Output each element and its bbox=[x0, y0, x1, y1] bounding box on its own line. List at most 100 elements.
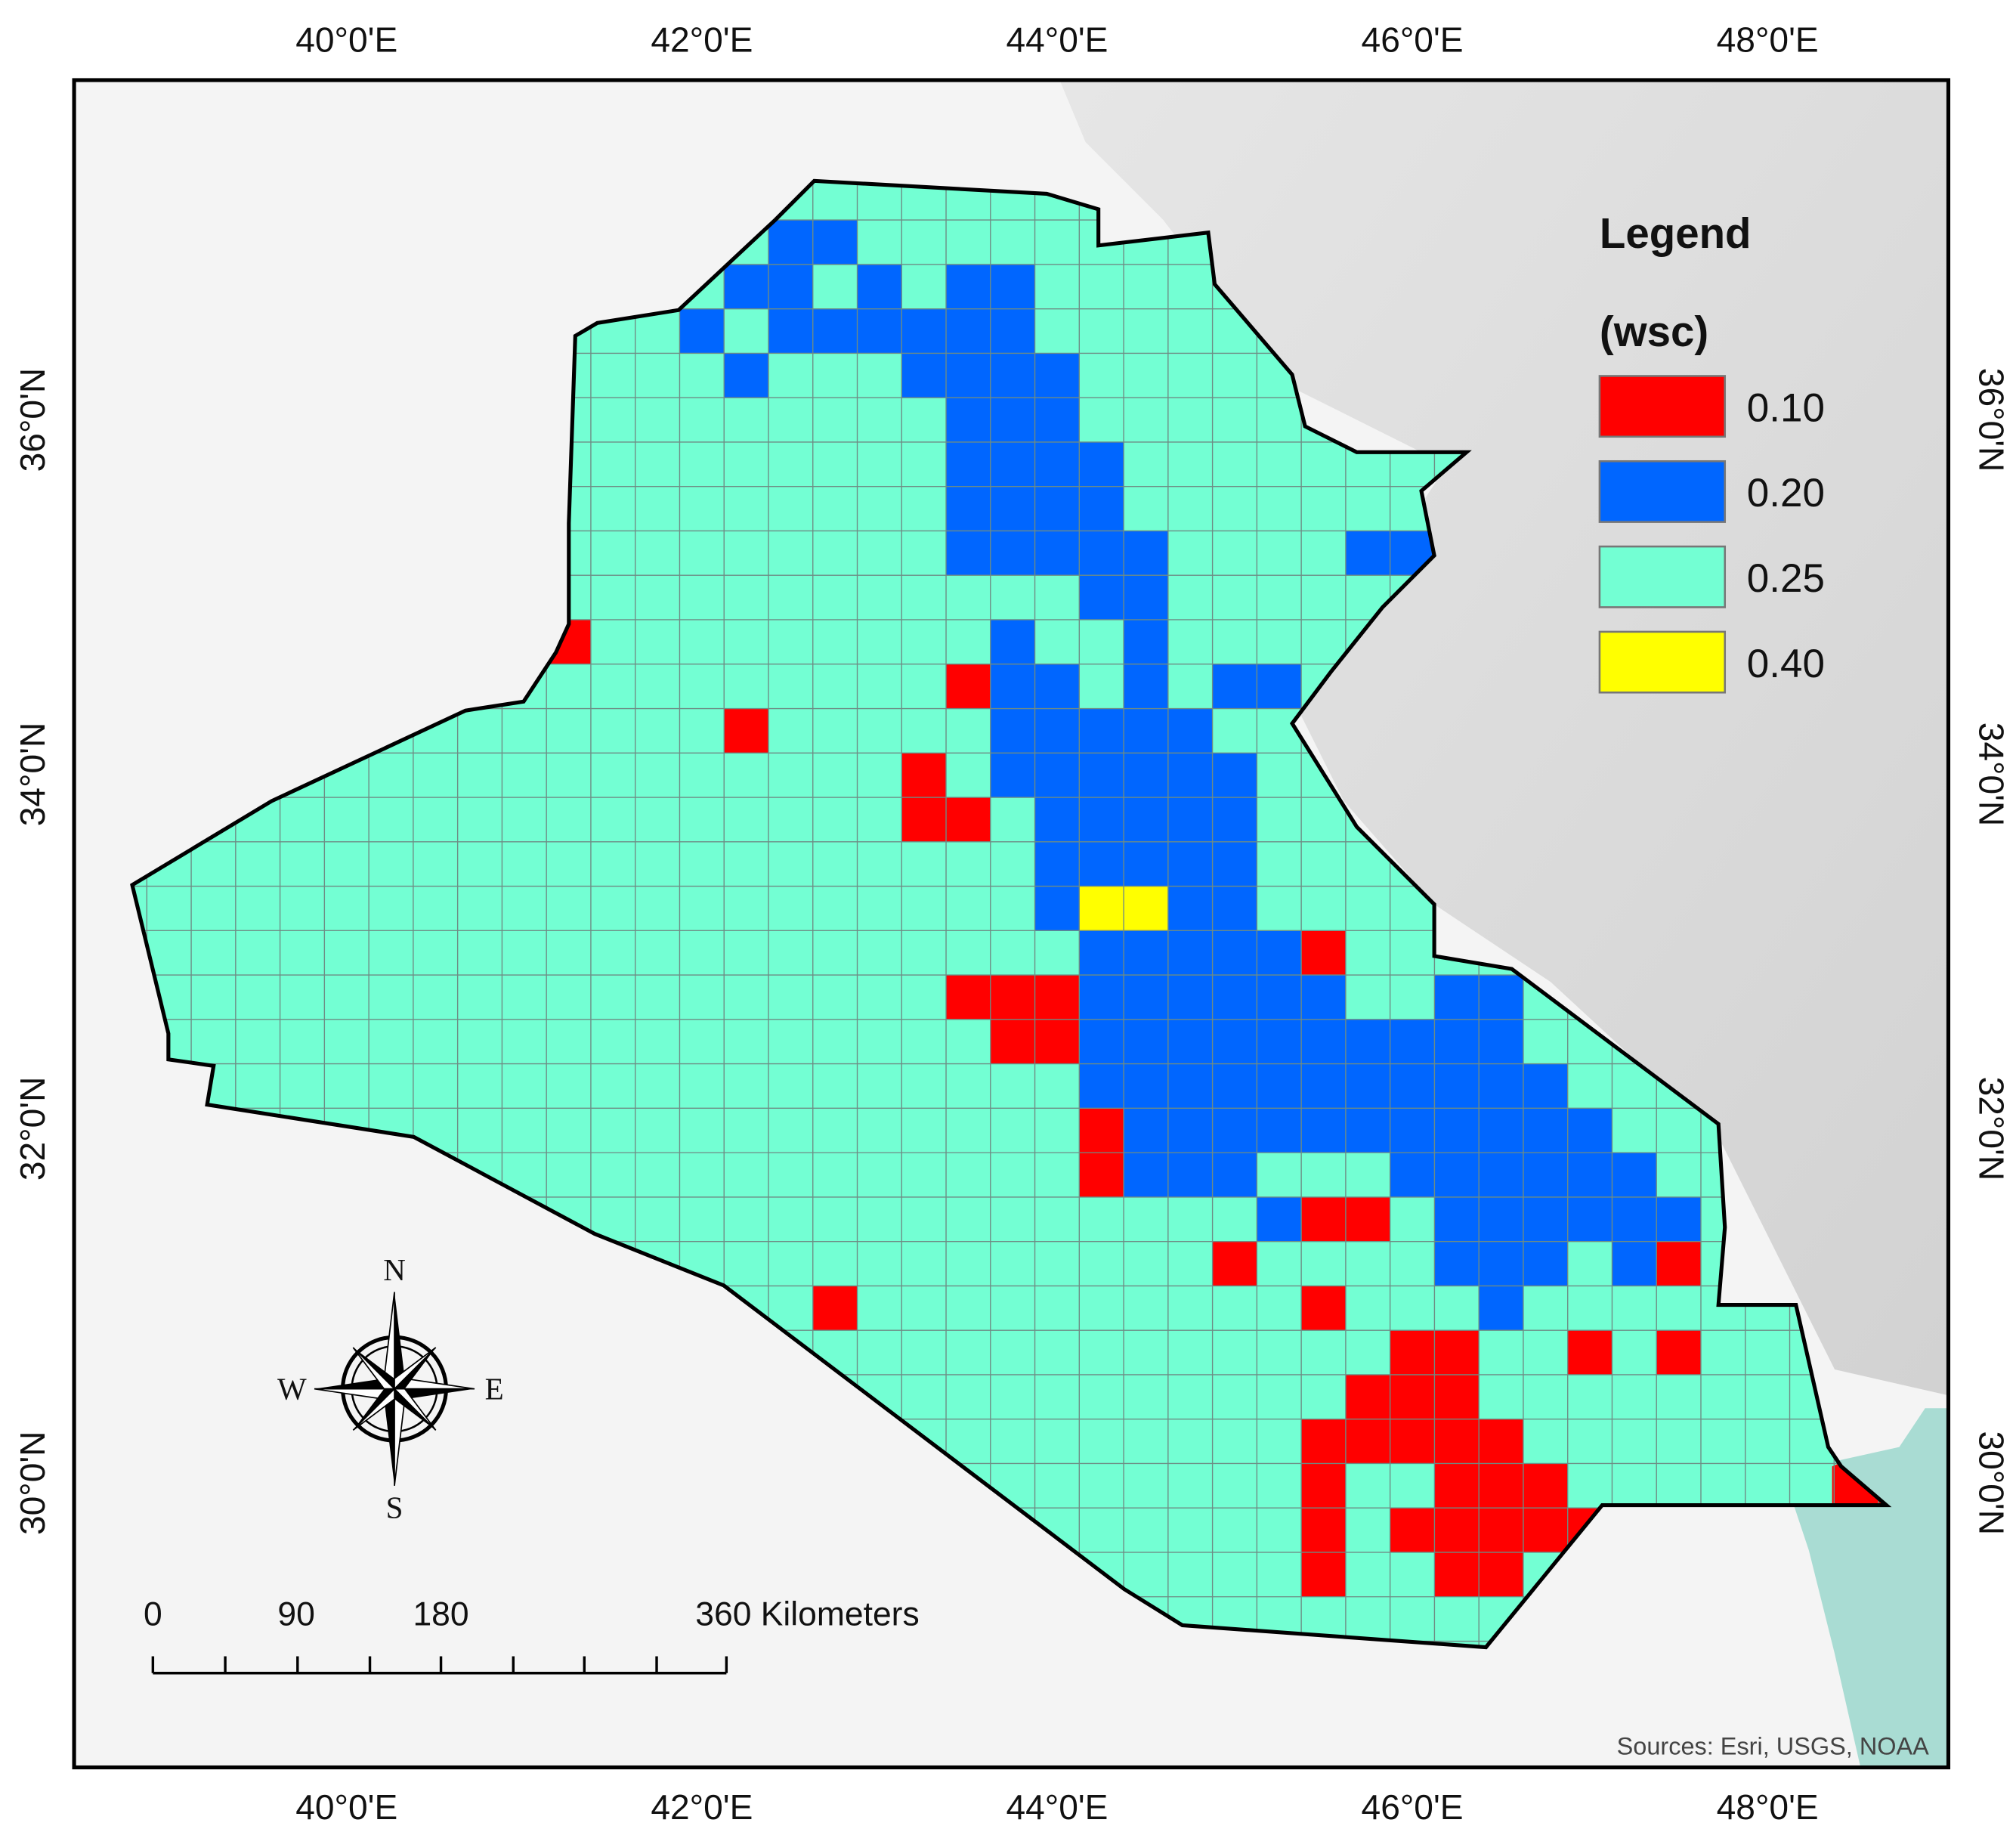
longitude-label: 40°0'E bbox=[295, 1787, 397, 1827]
grid-cell bbox=[768, 220, 813, 265]
grid-cell bbox=[1523, 1241, 1568, 1286]
grid-cell bbox=[1124, 1108, 1168, 1153]
grid-cell bbox=[990, 353, 1035, 398]
grid-cell bbox=[1434, 1463, 1480, 1509]
grid-cell bbox=[812, 1286, 858, 1331]
grid-cell bbox=[1390, 1019, 1435, 1064]
grid-cell bbox=[1523, 1108, 1568, 1153]
grid-cell bbox=[901, 353, 947, 398]
grid-cell bbox=[1034, 708, 1080, 754]
grid-cell bbox=[1390, 1330, 1435, 1375]
grid-cell bbox=[1345, 1374, 1390, 1419]
grid-cell bbox=[1434, 1508, 1480, 1552]
grid-cell bbox=[1301, 930, 1346, 976]
grid-cell bbox=[990, 753, 1035, 798]
legend-field: (wsc) bbox=[1600, 308, 1708, 355]
grid-cell bbox=[1167, 1019, 1213, 1064]
grid-cell bbox=[1124, 1063, 1168, 1109]
latitude-label: 36°0'N bbox=[1972, 368, 2011, 472]
grid-cell bbox=[1079, 486, 1124, 531]
grid-cell bbox=[1257, 1063, 1302, 1109]
grid-cell bbox=[1257, 975, 1302, 1020]
grid-cell bbox=[1167, 975, 1213, 1020]
longitude-label: 40°0'E bbox=[295, 20, 397, 59]
grid-cell bbox=[1124, 886, 1168, 931]
grid-cell bbox=[1212, 1063, 1257, 1109]
grid-cell bbox=[1212, 930, 1257, 976]
legend-label: 0.25 bbox=[1747, 556, 1825, 601]
north-arrow: N S E W bbox=[277, 1252, 504, 1525]
grid-cell bbox=[1034, 797, 1080, 842]
grid-cell bbox=[1167, 797, 1213, 842]
grid-cell bbox=[1167, 886, 1213, 931]
compass-west: W bbox=[277, 1371, 307, 1406]
grid-cell bbox=[1523, 1463, 1568, 1509]
grid-cell bbox=[1567, 1108, 1612, 1153]
grid-cell bbox=[1301, 1108, 1346, 1153]
grid-cell bbox=[1034, 441, 1080, 487]
grid-cell bbox=[1434, 1153, 1480, 1197]
grid-cell bbox=[1479, 1241, 1523, 1286]
legend-swatch bbox=[1598, 460, 1727, 523]
grid-cell bbox=[1390, 1508, 1435, 1552]
grid-cell bbox=[1434, 1330, 1480, 1375]
grid-cell bbox=[1079, 797, 1124, 842]
grid-cell bbox=[1167, 1153, 1213, 1197]
grid-cell bbox=[1479, 1419, 1523, 1464]
grid-cell bbox=[1301, 1196, 1346, 1242]
grid-cell bbox=[1479, 1286, 1523, 1331]
grid-cell bbox=[812, 308, 858, 354]
grid-cell bbox=[1124, 1153, 1168, 1197]
grid-cell bbox=[1212, 1241, 1257, 1286]
scale-label: 0 bbox=[144, 1595, 162, 1632]
grid-cell bbox=[1212, 797, 1257, 842]
grid-cell bbox=[1079, 1108, 1124, 1153]
grid-cell bbox=[1479, 1153, 1523, 1197]
grid-cell bbox=[1612, 1241, 1657, 1286]
scale-label: 360 Kilometers bbox=[695, 1595, 919, 1632]
grid-cell bbox=[990, 975, 1035, 1020]
legend-items: 0.10 0.20 0.25 0.40 bbox=[1598, 375, 1825, 694]
longitude-label: 42°0'E bbox=[651, 1787, 753, 1827]
grid-cell bbox=[990, 308, 1035, 354]
grid-cell bbox=[990, 531, 1035, 576]
grid-cell bbox=[1167, 1108, 1213, 1153]
grid-cell bbox=[1212, 664, 1257, 709]
grid-cell bbox=[1434, 1196, 1480, 1242]
scale-label: 90 bbox=[277, 1595, 314, 1632]
grid-cell bbox=[1345, 1196, 1390, 1242]
legend-title: Legend bbox=[1600, 209, 1752, 257]
compass-south: S bbox=[386, 1490, 404, 1525]
grid-cell bbox=[1167, 1063, 1213, 1109]
grid-cell bbox=[857, 308, 902, 354]
latitude-label: 34°0'N bbox=[1972, 723, 2011, 827]
grid-cell bbox=[1034, 398, 1080, 442]
grid-cell bbox=[1479, 1196, 1523, 1242]
legend-swatch bbox=[1598, 375, 1727, 438]
graticule-labels: 40°0'E 40°0'E 42°0'E 42°0'E 44°0'E 44°0'E 46°0… bbox=[13, 20, 2011, 1827]
grid-cell bbox=[1079, 753, 1124, 798]
grid-cell bbox=[1124, 1019, 1168, 1064]
basemap bbox=[74, 79, 1949, 1768]
latitude-label: 30°0'N bbox=[1972, 1431, 2011, 1535]
grid-cell bbox=[1079, 531, 1124, 576]
grid-cell bbox=[1345, 1108, 1390, 1153]
grid-cell bbox=[1479, 1552, 1523, 1597]
grid-cell bbox=[1079, 1019, 1124, 1064]
grid-cell bbox=[1390, 1374, 1435, 1419]
grid-cell bbox=[1212, 975, 1257, 1020]
grid-cell bbox=[1656, 1241, 1701, 1286]
grid-cell bbox=[1523, 1196, 1568, 1242]
source-credit: Sources: Esri, USGS, NOAA bbox=[1617, 1732, 1930, 1759]
legend-label: 0.20 bbox=[1747, 471, 1825, 515]
grid-cell bbox=[1079, 575, 1124, 620]
grid-cell bbox=[990, 708, 1035, 754]
grid-cell bbox=[1479, 1019, 1523, 1064]
grid-cell bbox=[1212, 886, 1257, 931]
grid-cell bbox=[990, 619, 1035, 664]
grid-cell bbox=[1434, 1552, 1480, 1597]
grid-cell bbox=[1034, 841, 1080, 887]
longitude-label: 48°0'E bbox=[1717, 20, 1819, 59]
grid-cell bbox=[1079, 841, 1124, 887]
